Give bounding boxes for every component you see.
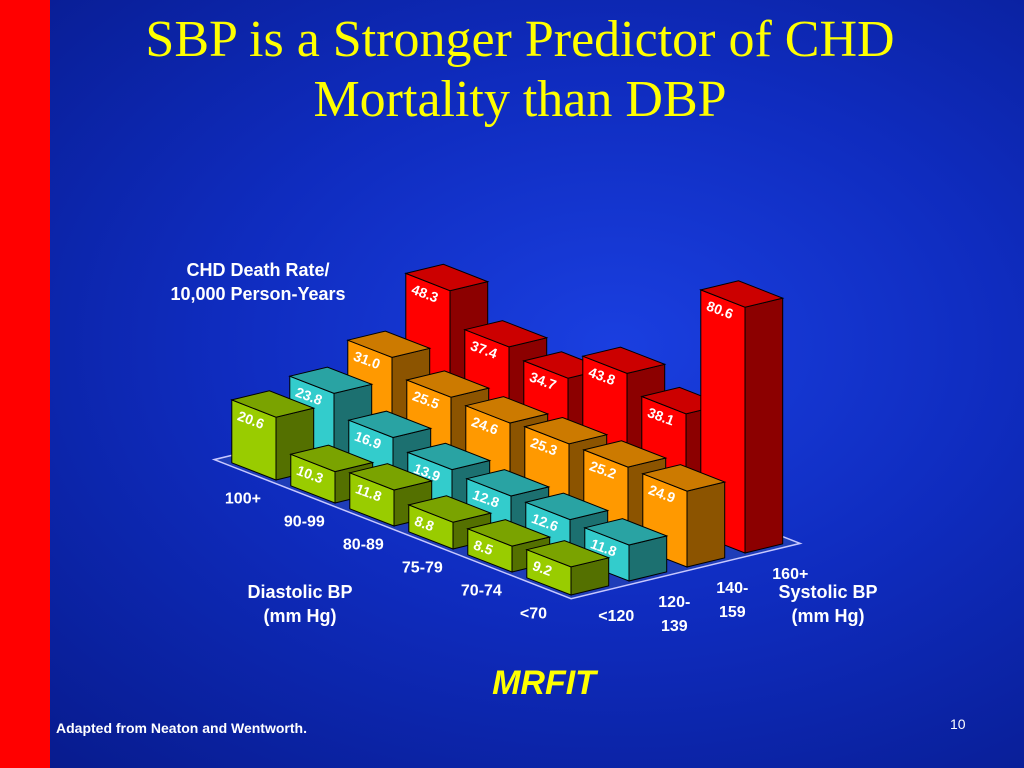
bar-top-face	[582, 440, 668, 468]
bar-top-face	[466, 519, 552, 547]
bar: 9.2	[525, 540, 611, 596]
bar-side-face	[744, 297, 784, 554]
bar-top-face	[524, 492, 610, 521]
diastolic-tick-label: 75-79	[402, 559, 443, 576]
bar-top-face	[641, 464, 727, 492]
systolic-tick-label-line: <120	[598, 608, 634, 625]
bar-top-face	[407, 495, 493, 523]
bar-data-label: 8.8	[412, 513, 436, 535]
bar: 80.6	[699, 280, 785, 554]
bar-top-face	[289, 444, 375, 473]
systolic-tick-label: 140- 159	[716, 580, 748, 621]
systolic-tick-label-line: 160+	[772, 566, 808, 583]
bar-top-face	[525, 540, 611, 568]
bar-top-face	[288, 366, 374, 394]
bar-top-face	[348, 463, 434, 491]
page-number: 10	[950, 716, 966, 732]
slide-title: SBP is a Stronger Predictor of CHD Morta…	[145, 11, 895, 128]
bar-top-face	[463, 320, 549, 348]
bar-data-label: 8.5	[471, 536, 495, 558]
bar-top-face	[583, 518, 669, 546]
diastolic-axis-title-line: (mm Hg)	[263, 606, 337, 626]
bar-data-label: 9.2	[530, 557, 554, 579]
diastolic-tick-label: 100+	[225, 490, 261, 507]
bar-top-face	[464, 396, 550, 424]
systolic-axis-title-line: Systolic BP	[778, 582, 878, 602]
bar-top-face	[465, 469, 551, 497]
diastolic-axis-title: Diastolic BP (mm Hg)	[210, 580, 390, 628]
diastolic-tick-label: <70	[520, 605, 547, 622]
systolic-tick-label: <120	[598, 608, 634, 625]
systolic-tick-label-line: 140-	[716, 580, 748, 597]
diastolic-axis-title-line: Diastolic BP	[247, 582, 353, 602]
bar-top-face	[230, 390, 316, 418]
systolic-tick-label: 160+	[772, 566, 808, 583]
diastolic-tick-label: 80-89	[343, 536, 384, 553]
y-axis-label-line: CHD Death Rate/	[186, 260, 330, 280]
systolic-tick-label-line: 120-	[658, 594, 690, 611]
y-axis-label: CHD Death Rate/ 10,000 Person-Years	[118, 258, 398, 306]
bar: 8.5	[466, 519, 552, 573]
systolic-tick-label: 120- 139	[658, 594, 690, 635]
y-axis-label-line: 10,000 Person-Years	[170, 284, 346, 304]
systolic-tick-label-line: 159	[719, 604, 746, 621]
source-note: Adapted from Neaton and Wentworth.	[56, 720, 307, 736]
bar-top-face	[347, 410, 433, 439]
bar-top-face	[346, 330, 432, 358]
bar-top-face	[523, 416, 609, 445]
systolic-tick-label-line: 139	[661, 618, 688, 635]
systolic-axis-title: Systolic BP (mm Hg)	[738, 580, 918, 628]
bar-side-face	[686, 481, 726, 568]
systolic-axis-title-line: (mm Hg)	[791, 606, 865, 626]
study-name: MRFIT	[492, 664, 596, 702]
bar-top-face	[406, 442, 492, 471]
diastolic-tick-label: 90-99	[284, 513, 325, 530]
bar-top-face	[404, 263, 490, 292]
diastolic-tick-label: 70-74	[461, 582, 502, 599]
left-accent-bar	[0, 0, 50, 768]
bar-top-face	[405, 370, 491, 398]
bar-top-face	[581, 346, 667, 374]
bar-top-face	[699, 280, 785, 308]
